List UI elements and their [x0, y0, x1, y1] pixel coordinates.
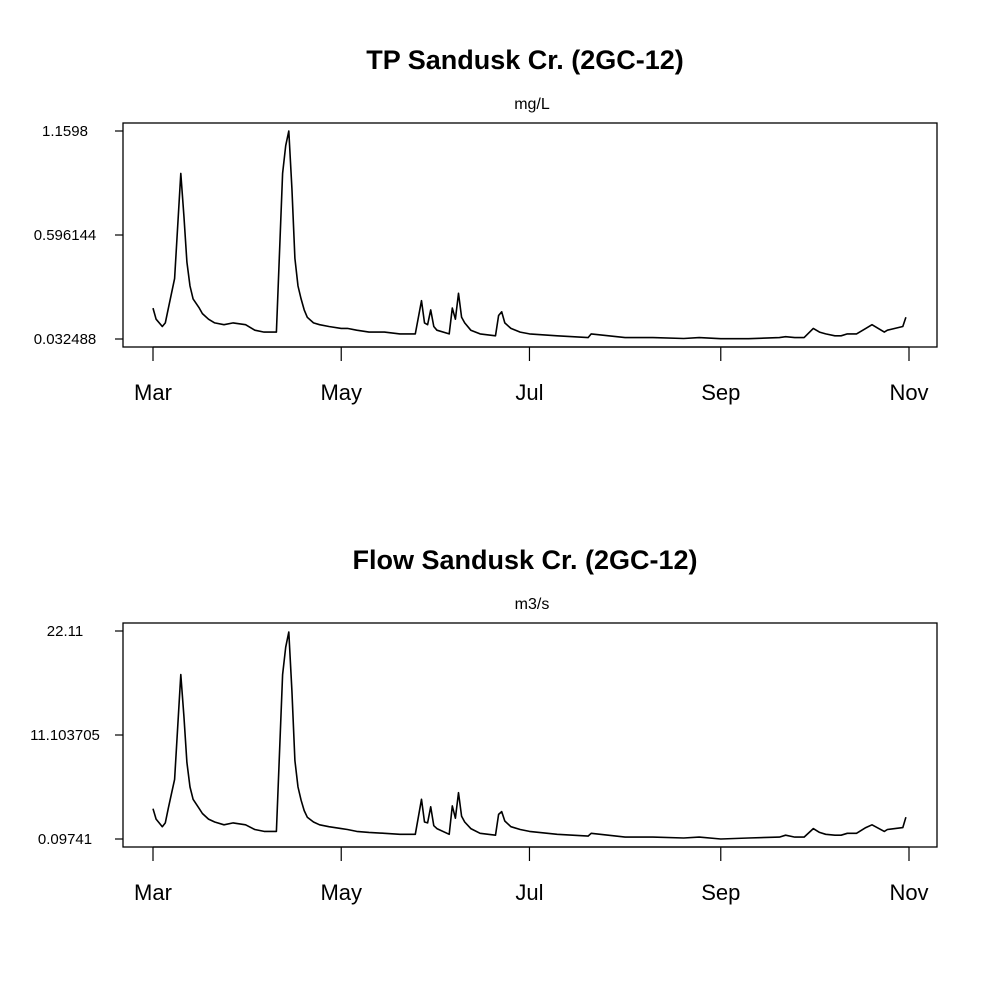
- tp-x-tick-label: May: [320, 380, 362, 405]
- tp-y-tick-label: 1.1598: [42, 123, 88, 140]
- flow-plot-frame: [122, 622, 938, 848]
- flow-y-tick-label: 0.09741: [38, 831, 92, 848]
- flow-chart-plot: 0.09741 11.103705 22.11 Mar May Jul Sep Nov: [30, 622, 938, 905]
- tp-y-tick-label: 0.596144: [34, 227, 97, 244]
- tp-chart-plot: 0.032488 0.596144 1.1598 Mar May Jul Sep Nov: [34, 122, 938, 405]
- tp-y-tick-label: 0.032488: [34, 331, 97, 348]
- flow-x-tick-label: May: [320, 880, 362, 905]
- tp-chart-unit-label: mg/L: [514, 96, 550, 113]
- flow-chart-panel: Flow Sandusk Cr. (2GC-12) m3/s 0.09741 11…: [0, 500, 1000, 1000]
- flow-chart-title: Flow Sandusk Cr. (2GC-12): [352, 545, 698, 575]
- tp-x-tick-label: Mar: [134, 380, 172, 405]
- flow-series-line: [152, 631, 907, 840]
- flow-chart-unit-label: m3/s: [514, 596, 550, 613]
- flow-y-tick-label: 11.103705: [30, 727, 100, 744]
- tp-chart-title: TP Sandusk Cr. (2GC-12): [366, 45, 684, 75]
- flow-x-tick-label: Nov: [889, 880, 928, 905]
- tp-x-tick-label: Nov: [889, 380, 928, 405]
- tp-chart-panel: TP Sandusk Cr. (2GC-12) mg/L 0.032488 0.5…: [34, 45, 938, 405]
- flow-x-tick-label: Sep: [701, 880, 740, 905]
- flow-y-tick-label: 22.11: [47, 623, 83, 640]
- tp-plot-frame: [122, 122, 938, 348]
- tp-x-tick-label: Sep: [701, 380, 740, 405]
- tp-series-line: [152, 130, 907, 340]
- tp-x-tick-label: Jul: [515, 380, 543, 405]
- flow-x-tick-label: Mar: [134, 880, 172, 905]
- flow-x-tick-label: Jul: [515, 880, 543, 905]
